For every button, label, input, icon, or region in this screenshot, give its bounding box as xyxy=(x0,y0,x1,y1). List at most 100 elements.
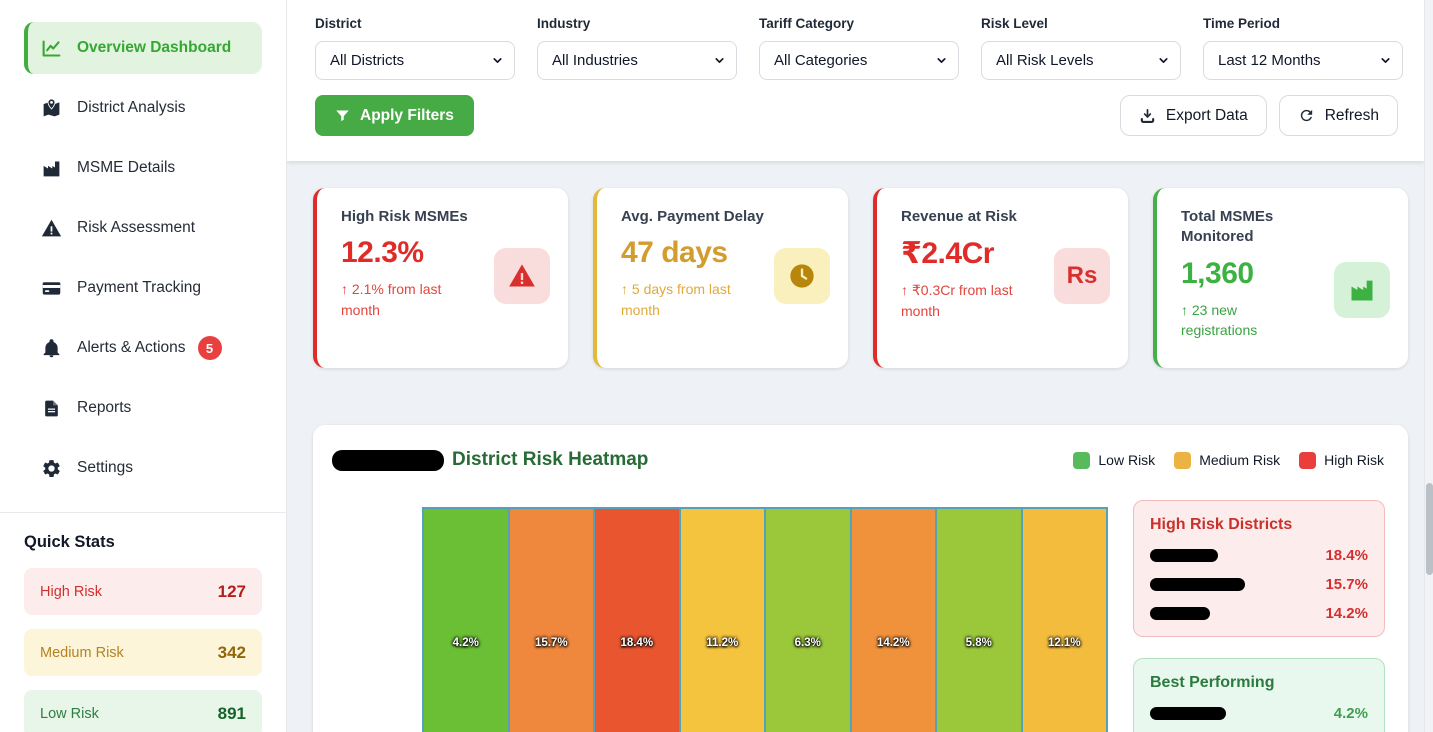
download-icon xyxy=(1139,107,1156,124)
export-data-button[interactable]: Export Data xyxy=(1119,95,1267,136)
legend-swatch xyxy=(1073,451,1091,469)
kpi-delta: ↑ 23 new registrations xyxy=(1181,301,1258,338)
redacted-text xyxy=(332,449,444,471)
legend-item-high-risk: High Risk xyxy=(1299,451,1384,469)
district-select[interactable]: All Districts xyxy=(315,41,515,80)
industry-select[interactable]: All Industries xyxy=(537,41,737,80)
sidebar: Overview Dashboard District Analysis MSM… xyxy=(0,0,287,732)
sidebar-item-msme-details[interactable]: MSME Details xyxy=(24,142,262,194)
redacted-district-name xyxy=(1150,549,1218,562)
kpi-cards-row: High Risk MSMEs 12.3% ↑ 2.1% from last m… xyxy=(313,188,1408,368)
quick-stat-low-risk: Low Risk 891 xyxy=(24,690,262,732)
district-risk-value: 15.7% xyxy=(1325,576,1368,593)
quick-stat-value: 342 xyxy=(217,642,246,662)
kpi-value: 12.3% xyxy=(341,236,424,270)
time-period-select[interactable]: Last 12 Months xyxy=(1203,41,1403,80)
quick-stat-label: Low Risk xyxy=(40,705,99,722)
legend-item-medium-risk: Medium Risk xyxy=(1174,451,1280,469)
sidebar-item-settings[interactable]: Settings xyxy=(24,442,262,494)
sidebar-item-label: Alerts & Actions xyxy=(77,339,186,356)
scrollbar-thumb[interactable] xyxy=(1426,483,1433,575)
heatmap-cell-value: 5.8% xyxy=(965,637,992,649)
district-row: 15.7% xyxy=(1150,576,1368,593)
factory-icon xyxy=(40,157,62,179)
quick-stat-label: High Risk xyxy=(40,583,103,600)
sidebar-item-label: Reports xyxy=(77,399,132,416)
funnel-icon xyxy=(335,108,350,123)
filter-label: Industry xyxy=(537,16,591,31)
credit-card-icon xyxy=(40,277,62,299)
heatmap-cell-value: 4.2% xyxy=(452,637,479,649)
heatmap-header: District Risk Heatmap Low Risk Medium Ri… xyxy=(313,425,1408,471)
heatmap-cell[interactable]: 18.4% xyxy=(593,509,679,732)
district-risk-value: 4.2% xyxy=(1333,705,1368,722)
map-pin-icon xyxy=(40,97,62,119)
kpi-title: Total MSMEs Monitored xyxy=(1181,208,1274,246)
heatmap-cell-value: 11.2% xyxy=(706,637,739,649)
refresh-button[interactable]: Refresh xyxy=(1278,95,1398,136)
refresh-icon xyxy=(1298,107,1315,124)
heatmap-cell-value: 15.7% xyxy=(534,637,568,649)
high-risk-districts-panel: High Risk Districts 18.4% 15.7% 14.2% xyxy=(1133,500,1385,637)
kpi-delta: ↑ 5 days from last month xyxy=(621,281,731,318)
redacted-district-name xyxy=(1150,578,1245,591)
kpi-title: Avg. Payment Delay xyxy=(621,208,764,225)
warning-triangle-icon xyxy=(40,217,62,239)
sidebar-item-risk-assessment[interactable]: Risk Assessment xyxy=(24,202,262,254)
risk-level-select[interactable]: All Risk Levels xyxy=(981,41,1181,80)
heatmap-cell[interactable]: 6.3% xyxy=(764,509,850,732)
heatmap-cell[interactable]: 4.2% xyxy=(424,509,508,732)
kpi-card-high-risk-msmes: High Risk MSMEs 12.3% ↑ 2.1% from last m… xyxy=(313,188,568,368)
heatmap-cell[interactable]: 12.1% xyxy=(1020,509,1106,732)
heatmap-legend: Low Risk Medium Risk High Risk xyxy=(1073,451,1384,469)
sidebar-item-reports[interactable]: Reports xyxy=(24,382,262,434)
redacted-district-name xyxy=(1150,607,1210,620)
filter-label: Time Period xyxy=(1203,16,1281,31)
kpi-value: 47 days xyxy=(621,236,728,270)
heatmap-cell[interactable]: 14.2% xyxy=(849,509,935,732)
sidebar-item-label: Risk Assessment xyxy=(77,219,196,236)
filter-risk-level: Risk Level All Risk Levels xyxy=(981,16,1181,80)
heatmap-cell-value: 18.4% xyxy=(620,637,654,649)
gear-icon xyxy=(40,457,62,479)
clock-icon xyxy=(774,248,830,304)
kpi-title: High Risk MSMEs xyxy=(341,208,468,225)
warning-triangle-icon xyxy=(494,248,550,304)
kpi-value: ₹2.4Cr xyxy=(901,237,994,271)
sidebar-nav: Overview Dashboard District Analysis MSM… xyxy=(0,0,286,494)
bell-icon xyxy=(40,337,62,359)
sidebar-item-label: MSME Details xyxy=(77,159,176,176)
heatmap-cell[interactable]: 15.7% xyxy=(507,509,593,732)
filter-label: District xyxy=(315,16,362,31)
filter-district: District All Districts xyxy=(315,16,515,80)
sidebar-item-label: Overview Dashboard xyxy=(77,39,232,56)
quick-stats-heading: Quick Stats xyxy=(24,533,115,551)
sidebar-item-label: Settings xyxy=(77,459,134,476)
sidebar-item-payment-tracking[interactable]: Payment Tracking xyxy=(24,262,262,314)
sidebar-item-label: Payment Tracking xyxy=(77,279,202,296)
filter-label: Risk Level xyxy=(981,16,1048,31)
kpi-delta: ↑ ₹0.3Cr from last month xyxy=(901,282,1013,319)
district-risk-heatmap-card: District Risk Heatmap Low Risk Medium Ri… xyxy=(313,425,1408,732)
filter-actions-row: Apply Filters Export Data Refresh xyxy=(287,80,1424,136)
quick-stat-label: Medium Risk xyxy=(40,644,124,661)
kpi-card-revenue-at-risk: Revenue at Risk ₹2.4Cr ↑ ₹0.3Cr from las… xyxy=(873,188,1128,368)
heatmap-cell-value: 6.3% xyxy=(794,637,821,649)
sidebar-item-district-analysis[interactable]: District Analysis xyxy=(24,82,262,134)
tariff-category-select[interactable]: All Categories xyxy=(759,41,959,80)
sidebar-item-overview-dashboard[interactable]: Overview Dashboard xyxy=(24,22,262,74)
quick-stat-value: 127 xyxy=(217,581,246,601)
legend-swatch xyxy=(1174,451,1192,469)
sidebar-item-label: District Analysis xyxy=(77,99,186,116)
heatmap-cell[interactable]: 11.2% xyxy=(678,509,764,732)
report-file-icon xyxy=(40,397,62,419)
district-risk-value: 18.4% xyxy=(1325,547,1368,564)
vertical-scrollbar[interactable] xyxy=(1424,0,1433,732)
sidebar-item-alerts-actions[interactable]: Alerts & Actions 5 xyxy=(24,322,262,374)
filter-panel: District All Districts Industry All Indu… xyxy=(287,0,1424,161)
heatmap-cell[interactable]: 5.8% xyxy=(935,509,1021,732)
kpi-title: Revenue at Risk xyxy=(901,208,1017,225)
filter-industry: Industry All Industries xyxy=(537,16,737,80)
apply-filters-button[interactable]: Apply Filters xyxy=(315,95,474,136)
filters-row: District All Districts Industry All Indu… xyxy=(287,0,1424,80)
